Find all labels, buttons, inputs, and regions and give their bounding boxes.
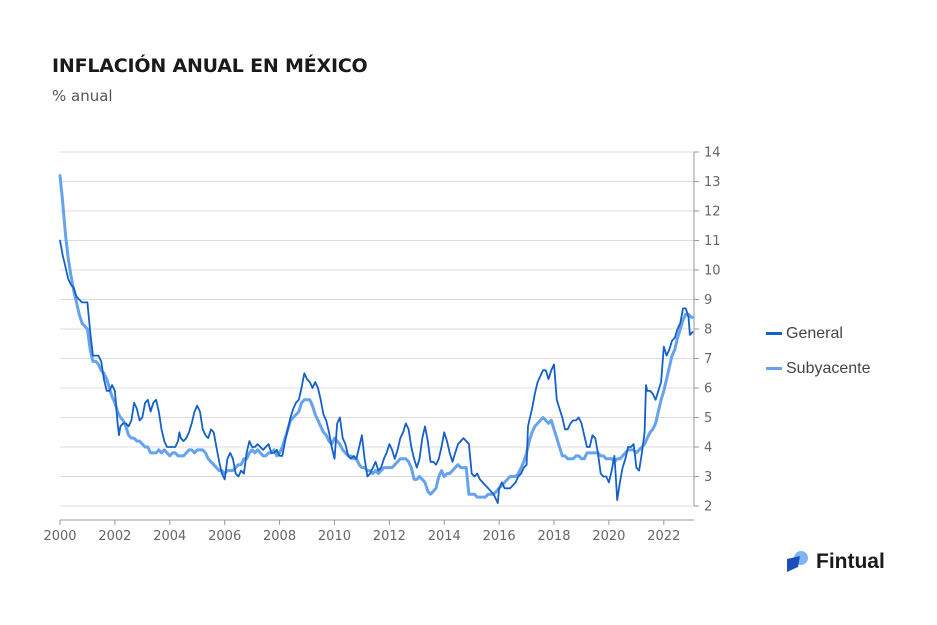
x-tick-label: 2002 [98,529,131,544]
y-tick-label: 7 [704,352,712,367]
x-tick-label: 2012 [373,529,406,544]
x-tick-label: 2006 [208,529,241,544]
series-lines [58,174,695,504]
fintual-logo-icon [787,551,808,572]
x-tick-label: 2010 [318,529,351,544]
y-tick-label: 6 [704,382,712,397]
brand-logo: Fintual [786,550,885,574]
y-tick-label: 8 [704,323,712,338]
gridlines [60,151,694,507]
x-tick-label: 2000 [43,529,76,544]
legend-item-general: General [766,316,871,351]
y-tick-label: 4 [704,441,712,456]
x-tick-label: 2022 [647,529,680,544]
chart-subtitle: % anual [52,87,113,105]
legend-swatch-subyacente [766,367,782,370]
y-tick-label: 5 [704,411,712,426]
chart-title: INFLACIÓN ANUAL EN MÉXICO [52,55,368,77]
legend-label-general: General [786,324,843,342]
x-tick-label: 2016 [483,529,516,544]
legend-item-subyacente: Subyacente [766,351,871,386]
x-tick-label: 2008 [263,529,296,544]
legend-swatch-general [766,332,782,335]
y-tick-label: 11 [704,234,721,249]
brand-name: Fintual [816,550,885,573]
y-tick-label: 9 [704,293,712,308]
x-tick-label: 2018 [537,529,570,544]
y-tick-label: 13 [704,175,721,190]
x-tick-label: 2014 [428,529,461,544]
y-tick-label: 12 [704,205,721,220]
series-line-general [59,239,694,504]
series-line-subyacente [58,174,695,499]
legend: General Subyacente [766,316,871,386]
x-tick-label: 2004 [153,529,186,544]
legend-label-subyacente: Subyacente [786,359,871,377]
x-tick-label: 2020 [592,529,625,544]
axes: 2 3 4 5 6 7 8 9 10 11 12 13 14 2000 2002 2004 2006 2008 20… [43,146,720,545]
y-tick-label: 10 [704,264,721,279]
y-tick-label: 2 [704,500,712,515]
y-tick-label: 14 [704,146,721,161]
y-tick-label: 3 [704,470,712,485]
